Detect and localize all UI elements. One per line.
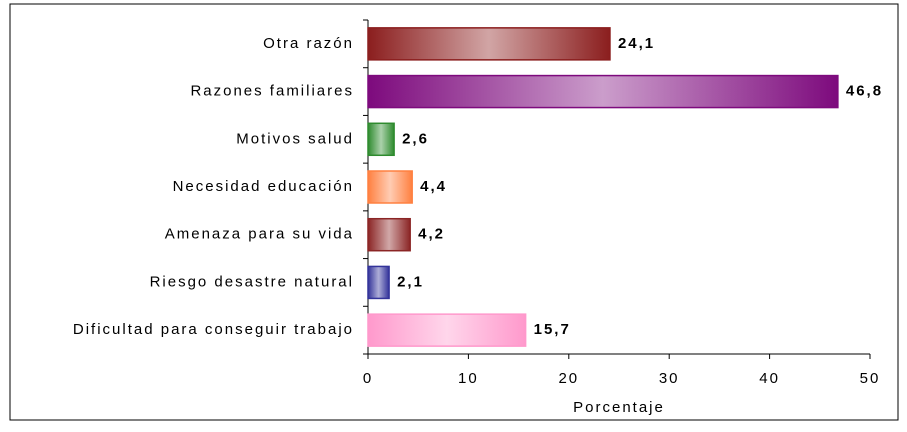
x-tick-label: 50 [860, 370, 881, 387]
x-tick-label: 30 [659, 370, 680, 387]
value-label: 46,8 [846, 83, 883, 100]
value-label: 4,4 [420, 178, 447, 195]
x-axis-label: Porcentaje [573, 399, 665, 416]
x-tick-label: 0 [363, 370, 373, 387]
value-label: 15,7 [534, 321, 571, 338]
bar [367, 217, 411, 252]
bar [367, 170, 413, 204]
value-label: 24,1 [618, 35, 655, 52]
y-tick-label: Riesgo desastre natural [150, 273, 354, 290]
x-tick-label: 40 [759, 370, 780, 387]
bar [367, 74, 839, 109]
x-tick-label: 20 [558, 370, 579, 387]
bar [367, 265, 390, 300]
x-tick-label: 10 [458, 370, 479, 387]
y-tick-label: Dificultad para conseguir trabajo [73, 321, 354, 338]
y-tick-label: Razones familiares [190, 83, 354, 100]
chart-border [9, 3, 899, 421]
y-tick-label: Motivos salud [236, 130, 354, 147]
value-label: 2,6 [402, 130, 429, 147]
bar [367, 122, 395, 157]
y-tick-label: Amenaza para su vida [165, 226, 354, 243]
value-label: 4,2 [418, 226, 445, 243]
bar [367, 27, 611, 61]
value-label: 2,1 [397, 273, 424, 290]
bar [367, 313, 527, 347]
y-tick-label: Necesidad educación [173, 178, 354, 195]
y-tick-label: Otra razón [263, 35, 354, 52]
